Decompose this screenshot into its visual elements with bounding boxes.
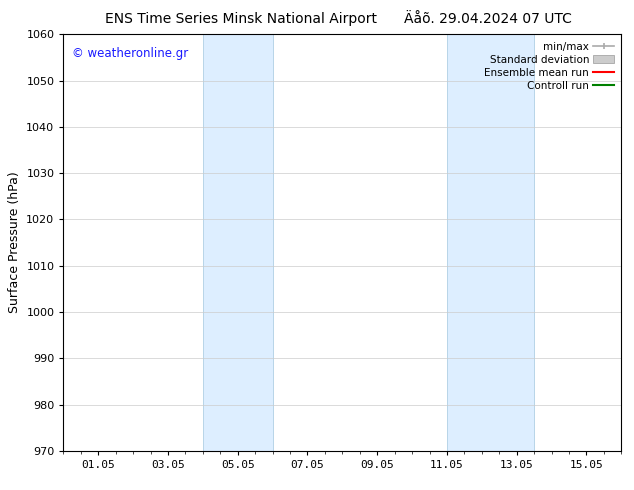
Text: Äåõ. 29.04.2024 07 UTC: Äåõ. 29.04.2024 07 UTC [404,12,572,26]
Bar [203,34,273,451]
Y-axis label: Surface Pressure (hPa): Surface Pressure (hPa) [8,172,21,314]
Legend: min/max, Standard deviation, Ensemble mean run, Controll run: min/max, Standard deviation, Ensemble me… [482,40,616,93]
Bar [447,34,534,451]
Text: © weatheronline.gr: © weatheronline.gr [72,47,188,60]
Text: ENS Time Series Minsk National Airport: ENS Time Series Minsk National Airport [105,12,377,26]
